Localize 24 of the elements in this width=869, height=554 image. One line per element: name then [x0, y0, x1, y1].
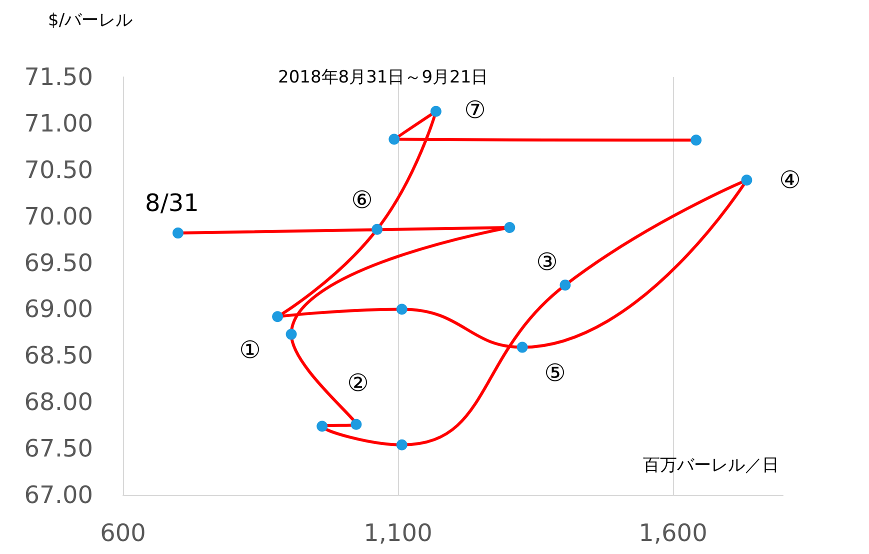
- x-axis-title: 百万バーレル／日: [643, 456, 779, 476]
- x-tick-label: 1,100: [364, 519, 432, 547]
- x-tick-label: 600: [100, 519, 146, 547]
- y-tick-label: 69.00: [24, 295, 93, 324]
- y-axis-title: $/バーレル: [48, 10, 133, 30]
- y-tick-label: 71.50: [24, 63, 93, 91]
- annotation: ②: [347, 369, 369, 397]
- annotation: 8/31: [145, 189, 199, 217]
- x-tick-label: 1,600: [638, 519, 708, 547]
- y-tick-label: 68.50: [24, 342, 93, 370]
- annotation: ⑦: [464, 96, 486, 124]
- y-tick-label: 69.50: [24, 248, 93, 277]
- y-tick-label: 70.00: [24, 202, 93, 230]
- annotation: ③: [536, 248, 558, 276]
- y-tick-label: 71.00: [24, 109, 93, 138]
- annotation: ⑥: [351, 186, 373, 214]
- annotation: ①: [239, 336, 261, 364]
- y-tick-label: 70.50: [24, 156, 93, 184]
- y-tick-label: 68.00: [24, 388, 93, 416]
- y-tick-label: 67.00: [24, 481, 93, 509]
- chart-title: 2018年8月31日～9月21日: [278, 68, 488, 88]
- annotation: ⑤: [544, 359, 566, 387]
- y-tick-label: 67.50: [24, 434, 93, 463]
- annotation: ④: [779, 166, 801, 194]
